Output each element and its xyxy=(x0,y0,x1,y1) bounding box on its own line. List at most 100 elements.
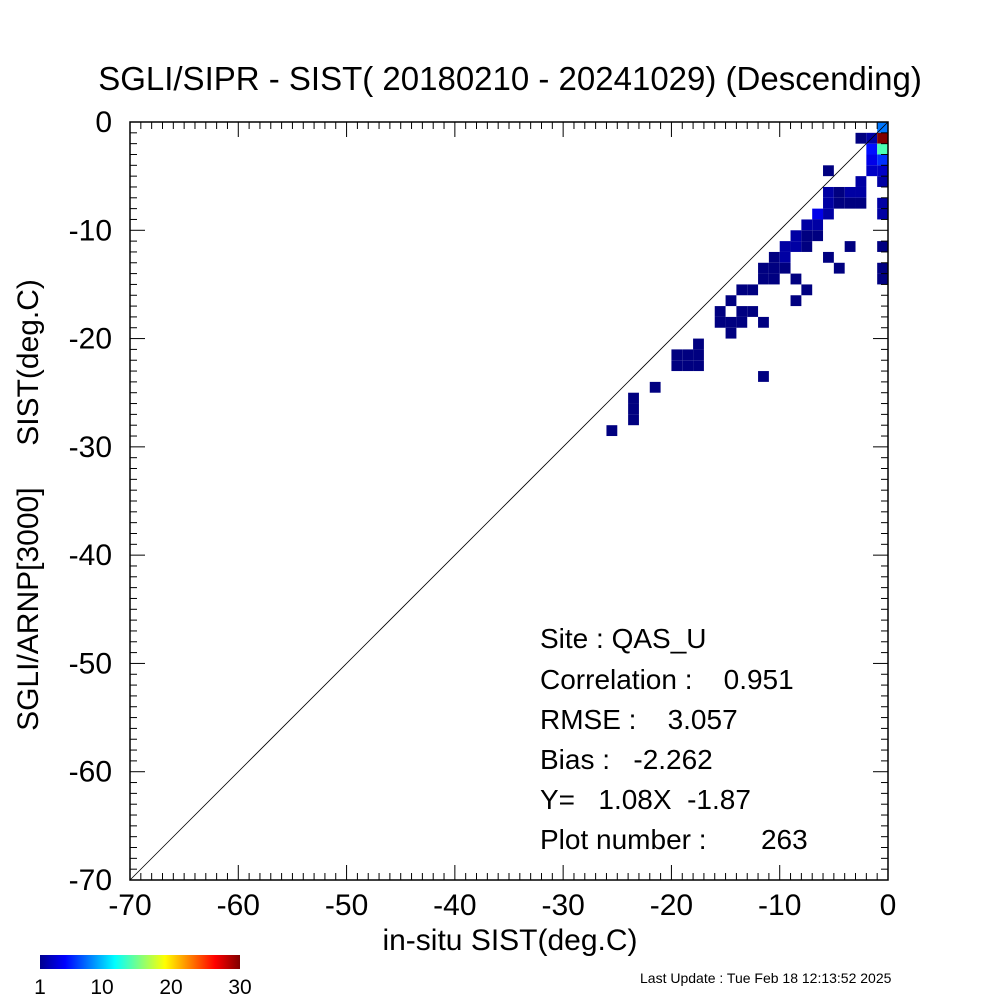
density-cell xyxy=(693,360,704,372)
y-tick-label: -10 xyxy=(69,214,112,247)
density-cell xyxy=(747,306,759,317)
fit-equation-text: Y= 1.08X -1.87 xyxy=(540,784,751,815)
density-cell xyxy=(693,349,704,361)
colorbar-tick-label: 30 xyxy=(228,976,251,999)
density-cell xyxy=(855,186,867,198)
x-tick-label: -60 xyxy=(217,889,260,922)
density-cell xyxy=(877,273,888,285)
density-cell xyxy=(844,186,856,198)
density-cell xyxy=(693,338,704,350)
density-cell xyxy=(736,316,748,328)
density-cell xyxy=(790,295,802,307)
density-cell xyxy=(833,186,845,198)
density-cell xyxy=(725,327,737,339)
density-cell xyxy=(758,273,769,285)
x-tick-label: -30 xyxy=(541,889,584,922)
stats-annotations: Site : QAS_U Correlation : 0.951 RMSE : … xyxy=(540,623,808,855)
density-cell xyxy=(779,251,791,263)
density-cell xyxy=(823,208,834,220)
density-cell xyxy=(877,132,888,144)
density-cell xyxy=(736,306,748,317)
density-cell xyxy=(671,349,683,361)
density-cell xyxy=(812,230,824,242)
x-tick-label: 0 xyxy=(880,889,897,922)
chart-title: SGLI/SIPR - SIST( 20180210 - 20241029) (… xyxy=(98,60,922,97)
x-tick-labels: -70 -60 -50 -40 -30 -20 -10 0 xyxy=(108,889,896,922)
density-cells xyxy=(606,122,888,437)
correlation-text: Correlation : 0.951 xyxy=(540,664,794,695)
density-cell xyxy=(747,284,759,296)
density-cell xyxy=(671,360,683,372)
density-cell xyxy=(758,371,769,382)
density-cell xyxy=(855,132,867,144)
y-tick-label: 0 xyxy=(95,106,112,139)
density-cell xyxy=(866,143,878,155)
x-tick-label: -50 xyxy=(325,889,368,922)
axis-ticks xyxy=(129,121,889,881)
y-tick-label: -50 xyxy=(69,647,112,680)
density-cell xyxy=(768,262,780,274)
density-cell xyxy=(801,241,813,252)
y-tick-label: -20 xyxy=(69,323,112,356)
density-cell xyxy=(725,316,737,328)
x-tick-label: -70 xyxy=(108,889,151,922)
density-cell xyxy=(628,403,639,415)
density-cell xyxy=(736,284,748,296)
colorbar-tick-label: 1 xyxy=(34,976,46,999)
density-cell xyxy=(628,414,639,426)
density-cell xyxy=(779,241,791,252)
density-cell xyxy=(725,295,737,307)
x-axis-label: in-situ SIST(deg.C) xyxy=(382,924,637,957)
density-cell xyxy=(877,176,888,187)
density-cell xyxy=(801,219,813,231)
site-text: Site : QAS_U xyxy=(540,623,707,654)
density-cell xyxy=(877,143,888,155)
density-cell xyxy=(823,251,834,263)
density-cell xyxy=(866,165,878,177)
density-cell xyxy=(790,230,802,242)
colorbar-tick-labels: 1 10 20 30 xyxy=(34,976,252,999)
density-cell xyxy=(768,273,780,285)
density-cell xyxy=(801,284,813,296)
density-cell xyxy=(866,154,878,166)
y-tick-label: -30 xyxy=(69,431,112,464)
density-cell xyxy=(855,176,867,187)
y-axis-label: SGLI/ARNP[3000] SIST(deg.C) xyxy=(12,279,45,731)
density-cell xyxy=(682,360,694,372)
density-cell xyxy=(855,197,867,209)
density-cell xyxy=(877,241,888,252)
rmse-text: RMSE : 3.057 xyxy=(540,704,738,735)
density-cell xyxy=(606,425,618,437)
density-cell xyxy=(844,197,856,209)
density-cell xyxy=(714,316,726,328)
y-tick-label: -40 xyxy=(69,539,112,572)
density-cell xyxy=(877,262,888,274)
density-cell xyxy=(877,154,888,166)
density-cell xyxy=(877,197,888,209)
density-cell xyxy=(877,165,888,177)
density-cell xyxy=(877,208,888,220)
density-cell xyxy=(823,197,834,209)
x-tick-label: -40 xyxy=(433,889,476,922)
density-cell xyxy=(833,262,845,274)
density-cell xyxy=(758,316,769,328)
last-update-text: Last Update : Tue Feb 18 12:13:52 2025 xyxy=(640,970,892,986)
y-tick-label: -70 xyxy=(69,864,112,897)
one-to-one-line xyxy=(129,121,889,881)
density-cell xyxy=(790,273,802,285)
density-cell xyxy=(844,241,856,252)
density-cell xyxy=(833,197,845,209)
density-cell xyxy=(812,208,824,220)
bias-text: Bias : -2.262 xyxy=(540,744,713,775)
density-cell xyxy=(790,241,802,252)
x-tick-label: -20 xyxy=(650,889,693,922)
density-cell xyxy=(823,165,834,177)
colorbar-tick-label: 20 xyxy=(159,976,182,999)
density-cell xyxy=(714,306,726,317)
density-cell xyxy=(812,219,824,231)
y-tick-labels: 0 -10 -20 -30 -40 -50 -60 -70 xyxy=(69,106,112,897)
plot-number-text: Plot number : 263 xyxy=(540,824,808,855)
density-cell xyxy=(823,186,834,198)
density-cell xyxy=(758,262,769,274)
